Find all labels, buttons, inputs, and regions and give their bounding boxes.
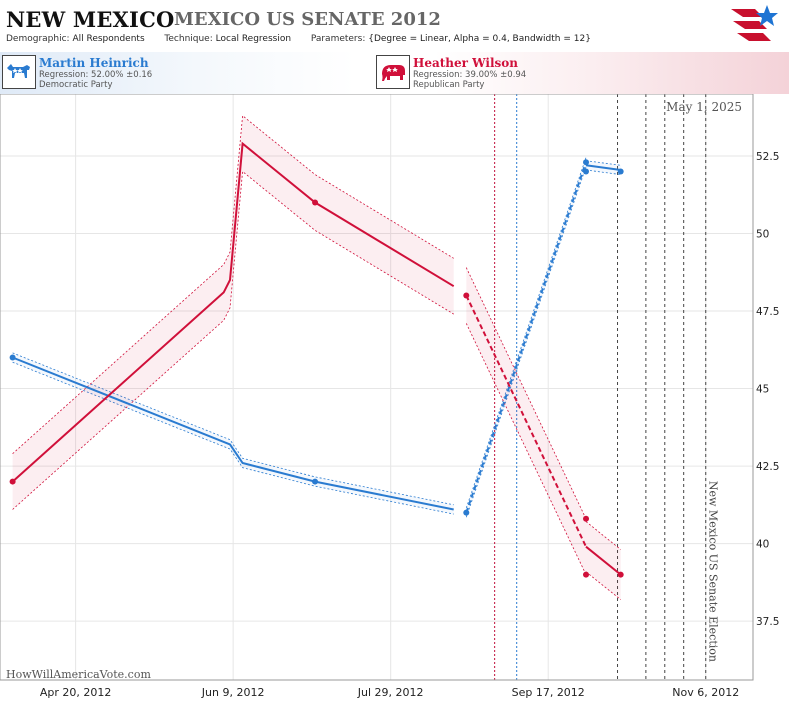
x-tick-label: Apr 20, 2012 <box>40 686 112 699</box>
rep-poll-point <box>583 515 590 522</box>
dem-party: Democratic Party <box>39 80 113 90</box>
rep-poll-point <box>463 292 470 299</box>
rep-fit-band-upper <box>12 114 454 454</box>
parameters-label: Parameters: <box>310 34 366 44</box>
rep-poll-point <box>9 478 16 485</box>
rep-regression-end <box>585 545 622 576</box>
y-tick-label: 50 <box>756 229 769 241</box>
dem-poll-point <box>9 354 16 361</box>
rep-fit-band-lower <box>12 170 454 510</box>
watermark: HowWillAmericaVote.com <box>6 668 151 681</box>
x-tick-label: Sep 17, 2012 <box>512 686 585 699</box>
dem-fit-end-band-upper <box>585 160 621 166</box>
rep-regression-dashed <box>465 295 587 548</box>
donkey-icon <box>2 55 36 89</box>
y-tick-label: 37.5 <box>756 616 779 628</box>
parameters-value: {Degree = Linear, Alpha = 0.4, Bandwidth… <box>368 34 591 44</box>
dem-poll-point <box>617 168 624 175</box>
dem-regression-line <box>12 356 454 511</box>
rep-poll-point <box>617 571 624 578</box>
dem-poll-point <box>463 509 470 516</box>
candidate-band: Martin Heinrich Regression: 52.00% ±0.16… <box>0 52 789 94</box>
dem-fit-end-band-lower <box>585 169 621 175</box>
dem-fit-band-lower <box>12 361 454 515</box>
dem-fit-dashed-band-lower <box>465 166 587 518</box>
plot-frame <box>0 94 754 681</box>
dem-fit-band <box>12 352 454 515</box>
y-tick-label: 42.5 <box>756 461 779 473</box>
rep-regression: Regression: 39.00% ±0.94 <box>413 70 527 80</box>
dem-fit-band-upper <box>12 352 454 506</box>
parameters-line: Demographic: All Respondents Technique: … <box>6 34 591 44</box>
date-label: May 1, 2025 <box>666 100 742 114</box>
y-tick-label: 45 <box>756 384 769 396</box>
state-title: NEW MEXICO <box>6 7 175 32</box>
rep-regression-line <box>11 141 455 483</box>
demographic-value: All Respondents <box>72 34 145 44</box>
technique-label: Technique: <box>164 34 213 44</box>
election-label: New Mexico US Senate Election <box>707 481 720 662</box>
y-tick-label: 47.5 <box>756 306 779 318</box>
x-tick-label: Nov 6, 2012 <box>672 686 739 699</box>
rep-fit-end-band-lower <box>585 571 621 601</box>
rep-poll-point <box>583 571 590 578</box>
star-logo-icon <box>731 5 778 41</box>
poll-chart: 37.5 40 42.5 45 47.5 50 52.5 Apr 20, 2012 Jun 9,… <box>0 94 779 699</box>
demographic-label: Demographic: <box>6 34 70 44</box>
dem-poll-point <box>583 168 590 175</box>
dem-fit-dashed-band-upper <box>465 157 587 509</box>
rep-fit-end-band-upper <box>585 521 621 550</box>
dem-regression-end <box>585 164 621 171</box>
chart-header: NEW MEXICO MEXICO US SENATE 2012 Demogra… <box>0 0 789 52</box>
x-tick-label: Jun 9, 2012 <box>201 686 265 699</box>
rep-poll-point <box>312 199 319 206</box>
elephant-icon <box>376 55 410 89</box>
rep-fit-dashed-band-upper <box>465 267 587 519</box>
y-tick-label: 40 <box>756 539 769 551</box>
dem-regression: Regression: 52.00% ±0.16 <box>39 70 153 80</box>
y-tick-label: 52.5 <box>756 151 779 163</box>
dem-regression-dashed <box>465 161 587 513</box>
x-tick-label: Jul 29, 2012 <box>357 686 424 699</box>
technique-value: Local Regression <box>215 34 292 44</box>
rep-party: Republican Party <box>413 80 485 90</box>
dem-poll-point <box>583 159 590 166</box>
dem-poll-point <box>312 478 319 485</box>
rep-fit-band <box>12 115 454 510</box>
race-title: MEXICO US SENATE 2012 <box>174 9 441 30</box>
dem-candidate-name: Martin Heinrich <box>39 56 149 70</box>
rep-candidate-name: Heather Wilson <box>413 56 519 70</box>
